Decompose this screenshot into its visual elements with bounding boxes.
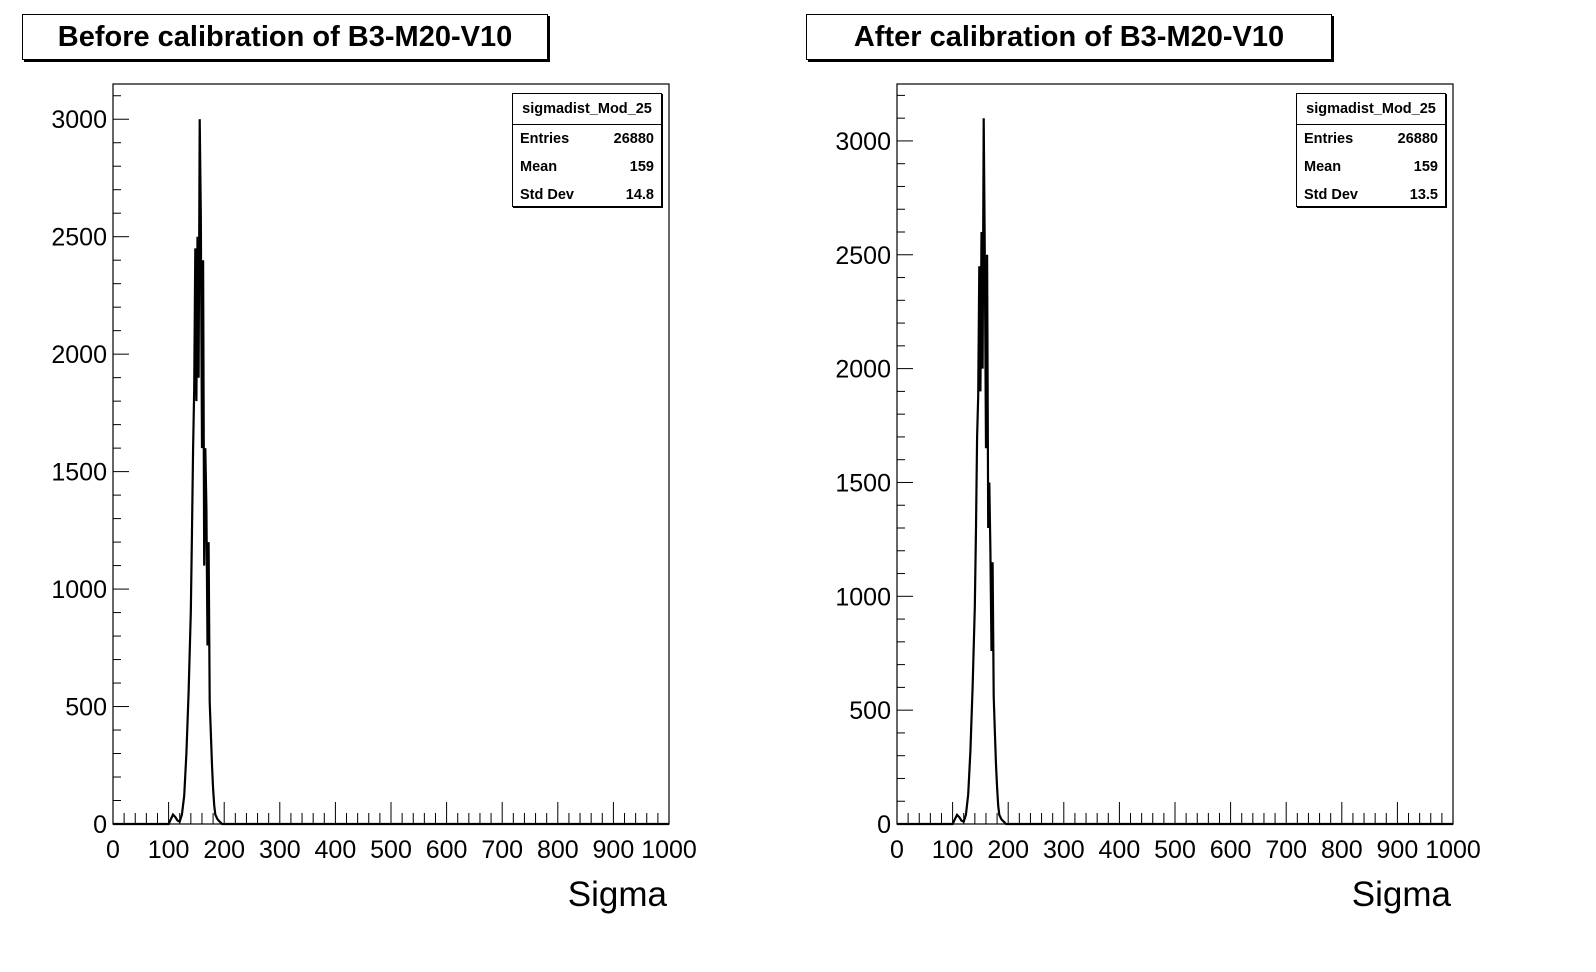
- y-tick-label: 0: [877, 811, 891, 839]
- x-tick-label: 0: [106, 836, 120, 864]
- stats-row-mean: Mean 159: [1297, 153, 1445, 181]
- x-tick-label: 300: [259, 836, 301, 864]
- stats-value: 14.8: [625, 187, 654, 203]
- y-tick-label: 0: [93, 811, 107, 839]
- stats-value: 159: [1413, 159, 1438, 175]
- x-tick-label: 300: [1043, 836, 1085, 864]
- histogram-line: [113, 119, 669, 826]
- y-tick-label: 2000: [51, 341, 107, 369]
- x-tick-label: 100: [932, 836, 974, 864]
- x-axis-title: Sigma: [1352, 875, 1452, 914]
- y-tick-label: 2500: [835, 242, 891, 270]
- histogram-line: [897, 118, 1453, 826]
- x-tick-label: 400: [1099, 836, 1141, 864]
- stats-name: sigmadist_Mod_25: [513, 94, 661, 125]
- stats-value: 26880: [1397, 131, 1438, 147]
- stats-label: Entries: [1304, 131, 1354, 147]
- chart-title-before: Before calibration of B3-M20-V10: [22, 14, 548, 60]
- x-tick-label: 1000: [641, 836, 697, 864]
- y-tick-label: 3000: [835, 128, 891, 156]
- x-tick-label: 800: [1321, 836, 1363, 864]
- stats-box-after: sigmadist_Mod_25 Entries 26880 Mean 159 …: [1296, 93, 1446, 207]
- x-tick-label: 500: [1154, 836, 1196, 864]
- histogram-before: 0 100 200 300 400 500 600 700 800 900 100005001000…: [51, 83, 697, 914]
- stats-label: Entries: [520, 131, 570, 147]
- stats-row-mean: Mean 159: [513, 153, 661, 181]
- chart-panel-after: 0 100 200 300 400 500 600 700 800 900 1000 0 500 1000…: [798, 0, 1596, 972]
- x-tick-label: 800: [537, 836, 579, 864]
- x-tick-label: 700: [481, 836, 523, 864]
- chart-panel-before: 0 100 200 300 400 500 600 700 800 900 1000 0 500 1000…: [22, 14, 697, 914]
- y-tick-label: 1000: [51, 576, 107, 604]
- stats-label: Std Dev: [1304, 187, 1358, 203]
- y-tick-label: 2500: [51, 224, 107, 252]
- x-tick-label: 100: [148, 836, 190, 864]
- stats-box-before: sigmadist_Mod_25 Entries 26880 Mean 159 …: [512, 93, 662, 207]
- stats-row-entries: Entries 26880: [513, 125, 661, 153]
- stats-label: Mean: [1304, 159, 1342, 175]
- y-tick-label: 2000: [835, 356, 891, 384]
- x-tick-label: 1000: [1425, 836, 1481, 864]
- x-tick-label: 200: [987, 836, 1029, 864]
- x-tick-label: 600: [426, 836, 468, 864]
- chart-title-after: After calibration of B3-M20-V10: [806, 14, 1332, 60]
- stats-value: 13.5: [1409, 187, 1438, 203]
- x-tick-label: 400: [315, 836, 357, 864]
- y-tick-label: 1500: [835, 469, 891, 497]
- stats-value: 26880: [613, 131, 654, 147]
- y-tick-label: 500: [849, 697, 891, 725]
- x-tick-label: 0: [890, 836, 904, 864]
- x-tick-label: 900: [1377, 836, 1419, 864]
- x-tick-label: 700: [1265, 836, 1307, 864]
- x-tick-label: 900: [593, 836, 635, 864]
- stats-row-stddev: Std Dev 13.5: [1297, 181, 1445, 209]
- x-tick-label: 500: [370, 836, 412, 864]
- histogram-after: 0 100 200 300 400 500 600 700 800 900 100005001000…: [835, 83, 1481, 914]
- x-tick-label: 600: [1210, 836, 1252, 864]
- stats-label: Mean: [520, 159, 558, 175]
- y-tick-label: 1500: [51, 459, 107, 487]
- stats-name: sigmadist_Mod_25: [1297, 94, 1445, 125]
- stats-row-stddev: Std Dev 14.8: [513, 181, 661, 209]
- y-tick-label: 3000: [51, 106, 107, 134]
- stats-row-entries: Entries 26880: [1297, 125, 1445, 153]
- stats-value: 159: [629, 159, 654, 175]
- x-axis-title: Sigma: [568, 875, 668, 914]
- y-tick-label: 1000: [835, 583, 891, 611]
- x-tick-label: 200: [203, 836, 245, 864]
- stats-label: Std Dev: [520, 187, 574, 203]
- y-tick-label: 500: [65, 694, 107, 722]
